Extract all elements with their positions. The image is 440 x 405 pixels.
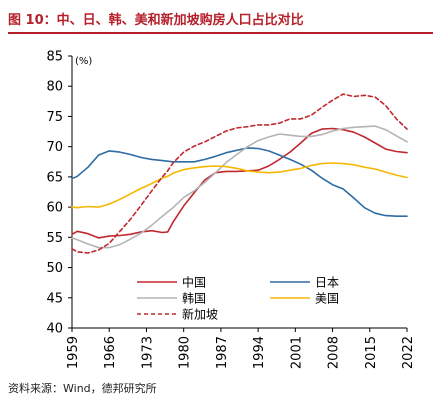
- series-line-1: [71, 147, 408, 217]
- legend-label-4: 新加坡: [182, 307, 218, 322]
- x-tick-label: 1973: [140, 336, 155, 369]
- title-rule: [8, 32, 433, 34]
- series-line-3: [71, 162, 408, 209]
- x-tick-label: 2015: [364, 336, 379, 369]
- y-tick-label: 55: [46, 231, 63, 246]
- legend-label-3: 美国: [315, 292, 339, 306]
- legend-label-2: 韩国: [182, 291, 206, 306]
- series-line-0: [71, 127, 408, 239]
- chart-axes: 40 45 50 55 60 65 70 75 80 85 (%) 1959 1966 1973 1980 1…: [46, 50, 416, 370]
- y-tick-label: 60: [46, 201, 63, 216]
- y-tick-label: 85: [46, 50, 63, 65]
- x-tick-label: 1966: [103, 336, 118, 369]
- y-axis-unit: (%): [75, 56, 92, 67]
- y-tick-label: 70: [46, 140, 63, 155]
- legend-label-0: 中国: [182, 275, 206, 290]
- line-chart: 40 45 50 55 60 65 70 75 80 85 (%) 1959 1966 1973 1980 1…: [46, 50, 416, 370]
- figure-title: 图 10：中、日、韩、美和新加坡购房人口占比对比: [8, 13, 304, 28]
- y-tick-label: 50: [46, 261, 63, 276]
- x-tick-label: 1987: [215, 336, 230, 369]
- y-tick-label: 80: [46, 80, 63, 95]
- y-tick-label: 65: [46, 170, 63, 185]
- x-tick-label: 2022: [401, 336, 416, 369]
- y-tick-label: 45: [46, 291, 63, 306]
- legend-label-1: 日本: [315, 276, 339, 290]
- y-tick-label: 40: [46, 322, 63, 337]
- chart-plot-area: [71, 93, 408, 254]
- series-line-2: [71, 125, 408, 249]
- x-tick-label: 2008: [327, 336, 342, 369]
- series-line-4: [71, 93, 408, 254]
- x-tick-label: 2001: [289, 336, 304, 369]
- x-tick-label: 1980: [178, 336, 193, 369]
- x-tick-label: 1959: [66, 336, 81, 369]
- y-tick-label: 75: [46, 110, 63, 125]
- source-note: 资料来源：Wind，德邦研究所: [8, 382, 157, 395]
- x-tick-label: 1994: [252, 336, 267, 369]
